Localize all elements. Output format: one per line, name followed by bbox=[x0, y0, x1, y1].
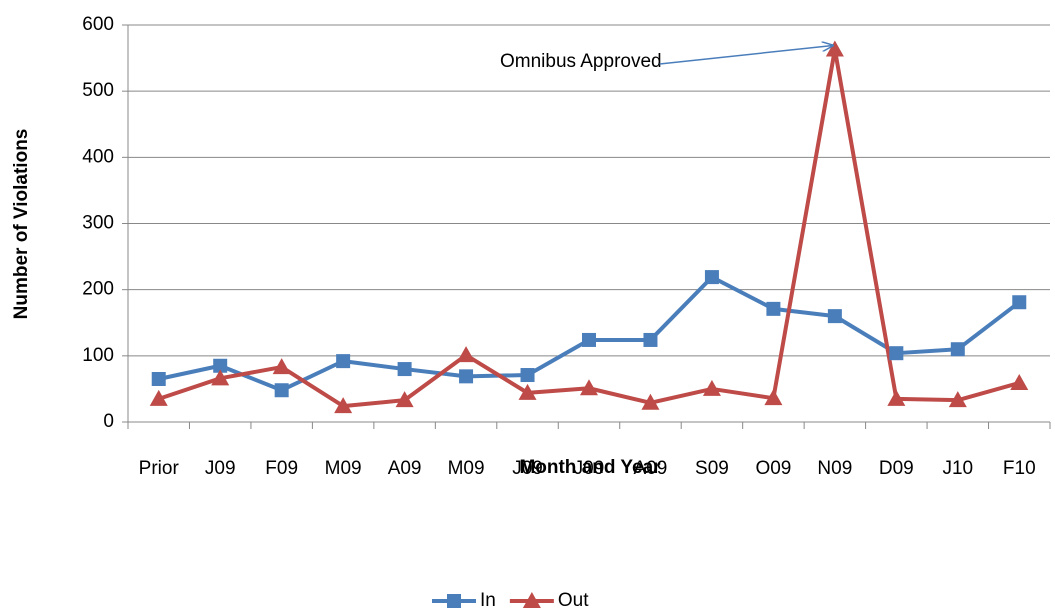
y-tick-label: 300 bbox=[82, 213, 114, 234]
x-axis-label: Month and Year bbox=[519, 457, 661, 478]
x-tick-label: S09 bbox=[695, 458, 729, 479]
marker bbox=[766, 301, 781, 316]
marker bbox=[827, 309, 842, 324]
x-tick-label: J10 bbox=[942, 458, 973, 479]
marker bbox=[948, 391, 967, 408]
marker bbox=[336, 354, 351, 369]
marker bbox=[887, 389, 906, 406]
marker bbox=[582, 332, 596, 347]
x-tick-label: O09 bbox=[755, 458, 791, 479]
marker bbox=[457, 346, 476, 363]
marker bbox=[950, 342, 965, 357]
x-tick-label: A09 bbox=[388, 458, 422, 479]
x-tick-label: D09 bbox=[879, 458, 914, 479]
marker bbox=[274, 383, 289, 398]
marker bbox=[764, 389, 783, 406]
marker bbox=[1012, 295, 1027, 310]
marker bbox=[643, 332, 658, 347]
marker bbox=[704, 270, 719, 285]
marker bbox=[272, 358, 291, 375]
marker bbox=[334, 397, 353, 414]
x-tick-label: F10 bbox=[1003, 458, 1036, 479]
marker bbox=[580, 379, 598, 396]
y-axis-label: Number of Violations bbox=[11, 129, 32, 320]
marker bbox=[459, 369, 474, 384]
marker bbox=[447, 594, 461, 608]
marker bbox=[395, 391, 414, 408]
x-tick-label: J09 bbox=[512, 458, 543, 479]
marker bbox=[213, 358, 228, 373]
y-tick-label: 200 bbox=[82, 279, 114, 300]
marker bbox=[825, 40, 844, 57]
y-tick-label: 0 bbox=[103, 411, 114, 432]
marker bbox=[641, 393, 660, 410]
y-tick-label: 400 bbox=[82, 146, 114, 167]
x-tick-label: N09 bbox=[817, 458, 852, 479]
marker bbox=[518, 383, 537, 400]
y-tick-label: 500 bbox=[82, 80, 114, 101]
legend-label: In bbox=[480, 590, 496, 611]
legend-label: Out bbox=[558, 590, 589, 611]
annotation-arrow bbox=[659, 45, 833, 65]
annotation: Omnibus Approved bbox=[500, 51, 662, 72]
x-tick-label: Prior bbox=[139, 458, 180, 479]
marker bbox=[520, 368, 535, 383]
y-tick-label: 100 bbox=[82, 345, 114, 366]
marker bbox=[211, 369, 230, 386]
marker bbox=[151, 371, 166, 386]
x-tick-label: J09 bbox=[205, 458, 236, 479]
y-tick-label: 600 bbox=[82, 14, 114, 35]
x-tick-label: J09 bbox=[574, 458, 605, 479]
marker bbox=[889, 346, 904, 361]
marker bbox=[1010, 373, 1029, 390]
marker bbox=[397, 362, 412, 377]
x-tick-label: F09 bbox=[265, 458, 298, 479]
marker bbox=[149, 389, 168, 406]
x-tick-label: M09 bbox=[325, 458, 362, 479]
x-tick-label: A09 bbox=[634, 458, 668, 479]
marker bbox=[522, 592, 541, 608]
x-tick-label: M09 bbox=[448, 458, 485, 479]
marker bbox=[702, 379, 721, 396]
